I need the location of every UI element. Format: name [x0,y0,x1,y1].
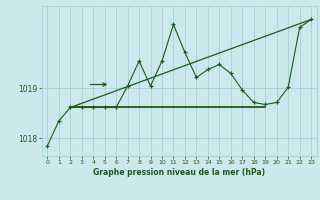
X-axis label: Graphe pression niveau de la mer (hPa): Graphe pression niveau de la mer (hPa) [93,168,265,177]
